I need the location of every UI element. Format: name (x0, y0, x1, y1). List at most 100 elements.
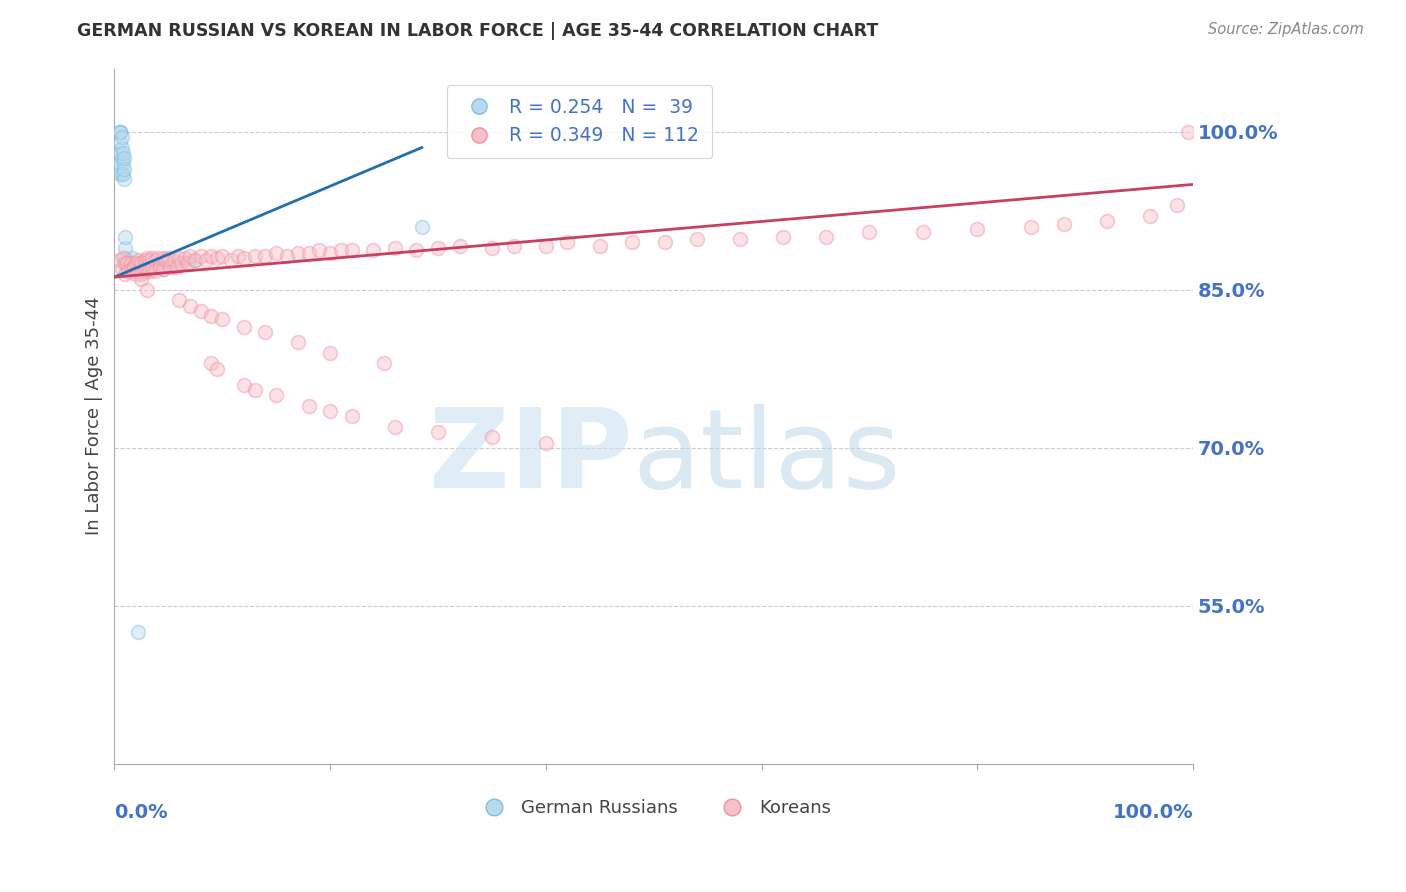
Text: atlas: atlas (633, 404, 901, 511)
Point (157, 256, 180, 270)
Point (117, 256, 139, 270)
Point (121, 261, 143, 276)
Point (152, 261, 174, 276)
Point (138, 253, 160, 268)
Point (125, 256, 148, 270)
Point (427, 425, 450, 439)
Point (184, 253, 207, 268)
Point (122, 261, 145, 276)
Point (319, 346, 342, 360)
Y-axis label: In Labor Force | Age 35-44: In Labor Force | Age 35-44 (86, 297, 103, 535)
Point (167, 251, 190, 265)
Point (135, 283, 157, 297)
Point (211, 249, 233, 263)
Point (340, 409, 363, 424)
Point (232, 377, 254, 392)
Point (127, 264, 149, 278)
Point (190, 249, 212, 263)
Point (112, 251, 135, 265)
Point (308, 243, 330, 257)
Point (135, 261, 157, 276)
Point (131, 256, 153, 270)
Point (232, 251, 254, 265)
Point (127, 625, 149, 640)
Point (276, 249, 298, 263)
Point (254, 325, 277, 339)
Point (405, 243, 427, 257)
Point (114, 267, 136, 281)
Text: GERMAN RUSSIAN VS KOREAN IN LABOR FORCE | AGE 35-44 CORRELATION CHART: GERMAN RUSSIAN VS KOREAN IN LABOR FORCE … (77, 22, 879, 40)
Point (195, 253, 218, 268)
Point (621, 235, 644, 250)
Point (152, 251, 174, 265)
Point (686, 232, 709, 246)
Point (858, 225, 880, 239)
Point (254, 249, 277, 263)
Point (654, 235, 676, 250)
Point (149, 260, 172, 274)
Point (557, 235, 579, 250)
Point (772, 230, 794, 244)
Point (243, 383, 266, 397)
Point (173, 251, 195, 265)
Point (138, 264, 160, 278)
Point (163, 253, 186, 268)
Point (297, 245, 319, 260)
Point (141, 261, 163, 276)
Point (184, 253, 207, 268)
Point (481, 241, 503, 255)
Point (1052, 218, 1074, 232)
Point (127, 261, 149, 276)
Legend: German Russians, Koreans: German Russians, Koreans (470, 792, 838, 824)
Point (264, 388, 287, 402)
Point (145, 253, 167, 268)
Point (108, 156, 131, 170)
Point (127, 253, 149, 268)
Point (117, 256, 139, 270)
Point (264, 245, 287, 260)
Point (166, 260, 188, 274)
Point (329, 243, 352, 257)
Point (108, 167, 131, 181)
Point (114, 251, 136, 265)
Point (108, 135, 131, 149)
Point (155, 253, 177, 268)
Point (111, 140, 134, 154)
Point (111, 261, 134, 276)
Point (131, 267, 153, 281)
Point (134, 253, 156, 268)
Point (966, 221, 988, 235)
Point (411, 219, 433, 234)
Point (167, 293, 190, 308)
Point (1177, 125, 1199, 139)
Point (319, 245, 342, 260)
Point (112, 156, 135, 170)
Text: Source: ZipAtlas.com: Source: ZipAtlas.com (1208, 22, 1364, 37)
Point (146, 251, 169, 265)
Point (152, 261, 174, 276)
Point (232, 319, 254, 334)
Point (534, 435, 557, 450)
Point (728, 232, 751, 246)
Point (108, 125, 131, 139)
Point (141, 261, 163, 276)
Point (120, 256, 142, 270)
Point (384, 241, 406, 255)
Point (177, 256, 200, 270)
Point (179, 299, 201, 313)
Point (205, 251, 228, 265)
Point (534, 238, 557, 252)
Point (205, 361, 228, 376)
Point (163, 260, 186, 274)
Point (1019, 219, 1042, 234)
Point (384, 419, 406, 434)
Point (125, 267, 148, 281)
Point (319, 404, 342, 418)
Point (120, 256, 142, 270)
Text: ZIP: ZIP (429, 404, 633, 511)
Point (589, 238, 612, 252)
Point (114, 241, 136, 255)
Point (170, 256, 193, 270)
Point (146, 256, 169, 270)
Point (287, 335, 309, 350)
